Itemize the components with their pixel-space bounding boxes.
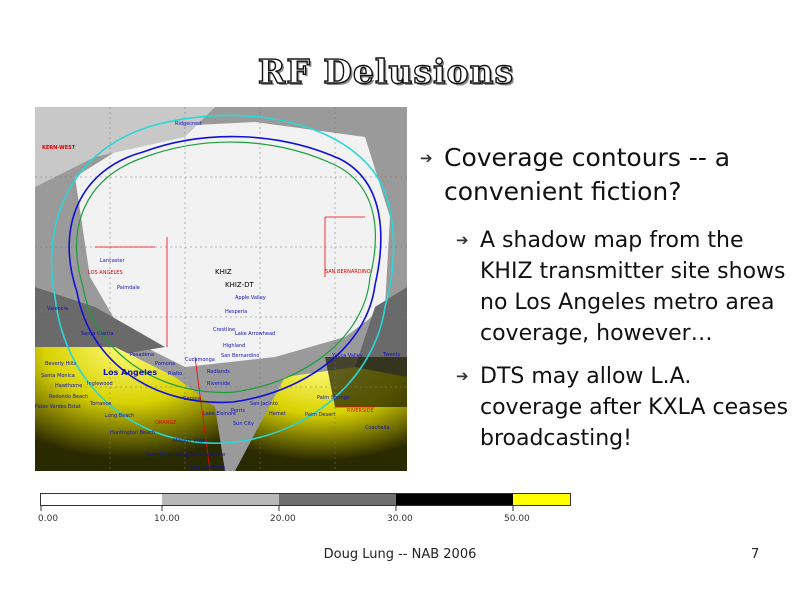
legend-tick: 50.00 <box>504 514 530 524</box>
map-label: ORANGE <box>155 420 176 426</box>
legend-tick: 30.00 <box>387 514 413 524</box>
map-label: Crestline <box>213 327 235 333</box>
map-label: Los Angeles <box>103 368 157 377</box>
map-label: Lake Arrowhead <box>235 331 275 337</box>
map-label: San Juan Capistrano <box>175 452 226 458</box>
map-label: Pomona <box>155 361 175 367</box>
map-label: Palos Verdes Estat <box>35 404 81 410</box>
contour-cyan <box>50 114 395 444</box>
map-label: Inglewood <box>87 381 113 387</box>
bullet-text: Coverage contours -- a convenient fictio… <box>444 143 731 206</box>
map-label: KHIZ <box>215 268 232 276</box>
map-label: Lake Elsinore <box>203 411 236 417</box>
county-boundaries <box>95 216 375 471</box>
signal-legend <box>40 493 571 511</box>
arrow-bullet-icon: ➔ <box>456 231 469 249</box>
map-label: SAN BERNARDINO <box>325 269 371 275</box>
map-label: Corona <box>183 396 201 402</box>
map-label: RIVERSIDE <box>347 408 374 414</box>
bullet-text: DTS may allow L.A. coverage after KXLA c… <box>480 364 789 451</box>
map-label: Apple Valley <box>235 295 266 301</box>
map-label: Pasadena <box>130 352 154 358</box>
map-label: Redlands <box>207 369 230 375</box>
map-label: Rialto <box>168 371 182 377</box>
map-label: KERN-WEST <box>42 145 76 151</box>
map-label: Dana Point <box>145 452 172 458</box>
map-label: Hawthorne <box>55 383 82 389</box>
map-label: Lancaster <box>100 258 125 264</box>
legend-swatch <box>279 494 396 505</box>
map-label: San Jacinto <box>250 401 278 407</box>
legend-tick: 10.00 <box>154 514 180 524</box>
coverage-area <box>75 122 390 367</box>
map-label: Sun City <box>233 421 254 427</box>
map-label: Coachella <box>365 425 389 431</box>
contour-green <box>76 141 376 394</box>
map-label: Highland <box>223 343 245 349</box>
bullet-text: A shadow map from the KHIZ transmitter s… <box>480 228 786 346</box>
legend-swatch <box>513 494 570 505</box>
legend-swatch <box>41 494 162 505</box>
map-label: Valencia <box>47 306 68 312</box>
map-label: Huntington Beach <box>110 430 155 436</box>
page-number: 7 <box>751 547 760 562</box>
legend-ticks: 0.00 10.00 20.00 30.00 50.00 <box>0 514 800 528</box>
map-label: Riverside <box>207 381 230 387</box>
map-label: Palmdale <box>117 285 140 291</box>
map-label: Hesperia <box>225 309 247 315</box>
arrow-bullet-icon: ➔ <box>420 149 433 167</box>
map-label: Long Beach <box>105 413 134 419</box>
bullet-list: ➔ Coverage contours -- a convenient fict… <box>418 141 790 466</box>
map-label: Mission Viejo <box>173 438 205 444</box>
legend-tick: 20.00 <box>270 514 296 524</box>
map-label: San Clemente <box>190 465 225 471</box>
map-label: Santa Monica <box>41 373 75 379</box>
map-label: Perris <box>231 408 245 414</box>
shadow-region-west <box>35 347 225 471</box>
map-label: Santa Clarita <box>81 331 113 337</box>
slide-title: RF Delusions <box>257 51 515 91</box>
map-label: Ridgecrest <box>175 121 202 127</box>
map-label: KHIZ-DT <box>225 281 255 289</box>
legend-swatch <box>396 494 513 505</box>
map-label: Torrance <box>89 401 111 407</box>
slide-footer: Doug Lung -- NAB 2006 <box>323 547 477 562</box>
map-label: Beverly Hills <box>45 361 76 367</box>
bullet-item: ➔ Coverage contours -- a convenient fict… <box>418 141 790 209</box>
sub-bullet-item: ➔ DTS may allow L.A. coverage after KXLA… <box>454 361 790 454</box>
map-label: San Bernardino <box>221 353 259 359</box>
map-label: Yucca Valley <box>331 353 363 359</box>
map-label: Cucamonga <box>185 357 215 363</box>
coverage-map: KERN-WEST Ridgecrest Lancaster LOS ANGEL… <box>35 107 407 471</box>
sub-bullet-item: ➔ A shadow map from the KHIZ transmitter… <box>454 225 790 349</box>
map-grid <box>35 107 407 471</box>
arrow-bullet-icon: ➔ <box>456 367 469 385</box>
map-label: Redondo Beach <box>49 394 88 400</box>
map-label: LOS ANGELES <box>88 270 123 276</box>
legend-tick: 0.00 <box>38 514 59 524</box>
map-label: Hemet <box>269 411 286 417</box>
map-label: Palm Springs <box>317 395 350 401</box>
contour-blue <box>68 135 382 404</box>
map-label: Palm Desert <box>305 412 335 418</box>
legend-swatch <box>162 494 279 505</box>
map-label: Twenty <box>382 352 401 358</box>
